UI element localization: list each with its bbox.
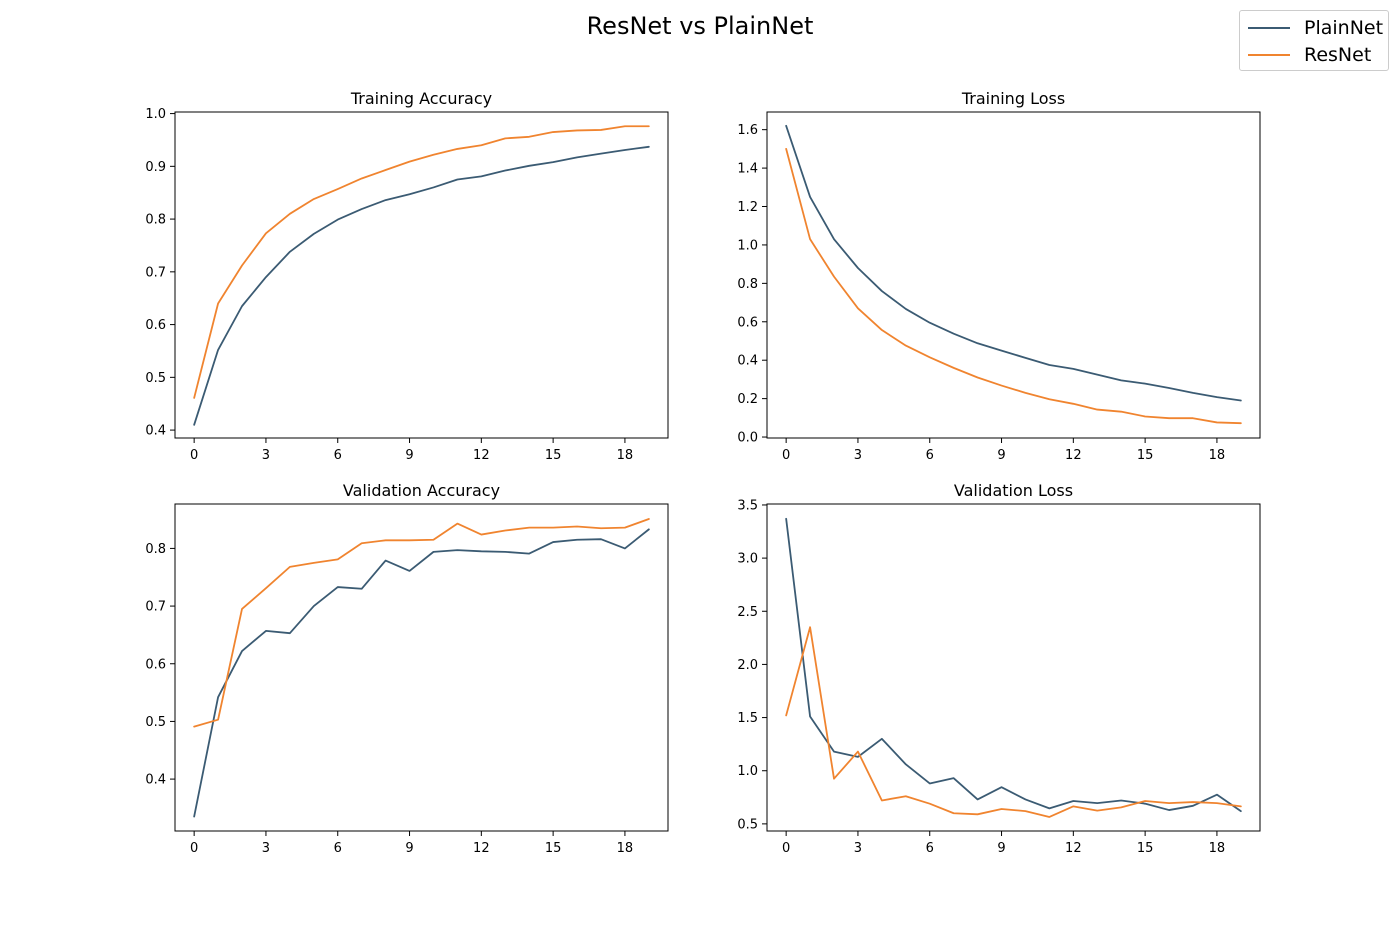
x-tick-label: 9 <box>405 448 413 463</box>
legend: PlainNet ResNet <box>1239 10 1389 71</box>
y-tick-label: 0.7 <box>145 265 166 280</box>
subplot-title: Training Loss <box>961 89 1065 108</box>
x-tick-label: 3 <box>854 841 862 856</box>
y-tick-label: 1.0 <box>737 238 758 253</box>
x-tick-label: 12 <box>473 448 490 463</box>
y-tick-label: 0.6 <box>737 315 758 330</box>
y-tick-label: 0.6 <box>145 657 166 672</box>
series-line-resnet <box>193 518 650 728</box>
legend-item-plainnet: PlainNet <box>1248 17 1383 39</box>
x-tick-label: 15 <box>1137 841 1154 856</box>
y-tick-label: 0.5 <box>145 715 166 730</box>
y-tick-label: 1.4 <box>737 162 758 177</box>
axes-frame <box>766 503 1261 832</box>
y-tick-label: 0.9 <box>145 160 166 175</box>
subplot-title: Validation Loss <box>954 481 1073 500</box>
x-tick-label: 18 <box>1209 448 1226 463</box>
y-tick-label: 3.0 <box>737 552 758 567</box>
x-tick-label: 9 <box>405 841 413 856</box>
axes-frame <box>766 111 1261 439</box>
x-tick-label: 18 <box>617 841 634 856</box>
legend-label-plainnet: PlainNet <box>1304 17 1384 39</box>
legend-item-resnet: ResNet <box>1248 44 1371 66</box>
y-tick-label: 2.0 <box>737 658 758 673</box>
y-tick-label: 0.5 <box>737 817 758 832</box>
series-line-plainnet <box>785 124 1242 402</box>
y-tick-label: 1.0 <box>145 107 166 122</box>
x-tick-label: 3 <box>262 841 270 856</box>
figure-title: ResNet vs PlainNet <box>586 12 814 40</box>
x-tick-label: 6 <box>334 841 342 856</box>
x-tick-label: 18 <box>1209 841 1226 856</box>
series-line-resnet <box>785 626 1242 818</box>
series-line-resnet <box>193 125 650 399</box>
subplot-title: Validation Accuracy <box>343 481 500 500</box>
subplot-4: 0 3 6 9 12 15 18 0.5 1.0 1.5 2.0 2.5 3.0 3.5 Validatio… <box>737 481 1261 856</box>
y-tick-label: 0.5 <box>145 371 166 386</box>
y-tick-label: 3.5 <box>737 498 758 513</box>
x-tick-label: 9 <box>997 448 1005 463</box>
x-tick-label: 18 <box>617 448 634 463</box>
x-tick-label: 0 <box>190 841 198 856</box>
x-tick-label: 6 <box>926 448 934 463</box>
y-tick-label: 1.2 <box>737 200 758 215</box>
x-tick-label: 0 <box>782 448 790 463</box>
x-tick-label: 3 <box>854 448 862 463</box>
series-line-plainnet <box>785 517 1242 813</box>
subplot-title: Training Accuracy <box>350 89 492 108</box>
x-tick-label: 6 <box>334 448 342 463</box>
legend-swatch-plainnet <box>1248 27 1290 29</box>
subplot-1: 0 3 6 9 12 15 18 0.4 0.5 0.6 0.7 0.8 0.9 1.0 Training … <box>145 89 669 463</box>
x-tick-label: 3 <box>262 448 270 463</box>
y-tick-label: 1.0 <box>737 764 758 779</box>
y-tick-label: 0.8 <box>145 213 166 228</box>
legend-label-resnet: ResNet <box>1304 44 1372 66</box>
x-tick-label: 12 <box>473 841 490 856</box>
x-tick-label: 0 <box>782 841 790 856</box>
y-tick-label: 0.0 <box>737 431 758 446</box>
x-tick-label: 15 <box>545 841 562 856</box>
y-tick-label: 1.5 <box>737 711 758 726</box>
x-tick-label: 9 <box>997 841 1005 856</box>
axes-frame <box>174 111 669 439</box>
legend-swatch-resnet <box>1248 54 1290 56</box>
y-tick-label: 0.6 <box>145 318 166 333</box>
series-line-plainnet <box>193 145 650 426</box>
y-tick-label: 0.4 <box>145 424 166 439</box>
x-tick-label: 15 <box>1137 448 1154 463</box>
y-tick-label: 0.8 <box>145 542 166 557</box>
subplot-2: 0 3 6 9 12 15 18 0.0 0.2 0.4 0.6 0.8 1.0 1.2 1.4 1.6 Tra… <box>737 89 1261 463</box>
y-tick-label: 1.6 <box>737 123 758 138</box>
x-tick-label: 12 <box>1065 841 1082 856</box>
x-tick-label: 12 <box>1065 448 1082 463</box>
x-tick-label: 15 <box>545 448 562 463</box>
y-tick-label: 0.8 <box>737 277 758 292</box>
series-line-plainnet <box>193 528 650 818</box>
y-tick-label: 0.4 <box>737 354 758 369</box>
x-tick-label: 6 <box>926 841 934 856</box>
y-tick-label: 2.5 <box>737 605 758 620</box>
y-tick-label: 0.4 <box>145 773 166 788</box>
y-tick-label: 0.7 <box>145 600 166 615</box>
x-tick-label: 0 <box>190 448 198 463</box>
subplot-3: 0 3 6 9 12 15 18 0.4 0.5 0.6 0.7 0.8 Validation Accu… <box>145 481 669 856</box>
y-tick-label: 0.2 <box>737 392 758 407</box>
axes-frame <box>174 503 669 832</box>
series-line-resnet <box>785 147 1242 425</box>
